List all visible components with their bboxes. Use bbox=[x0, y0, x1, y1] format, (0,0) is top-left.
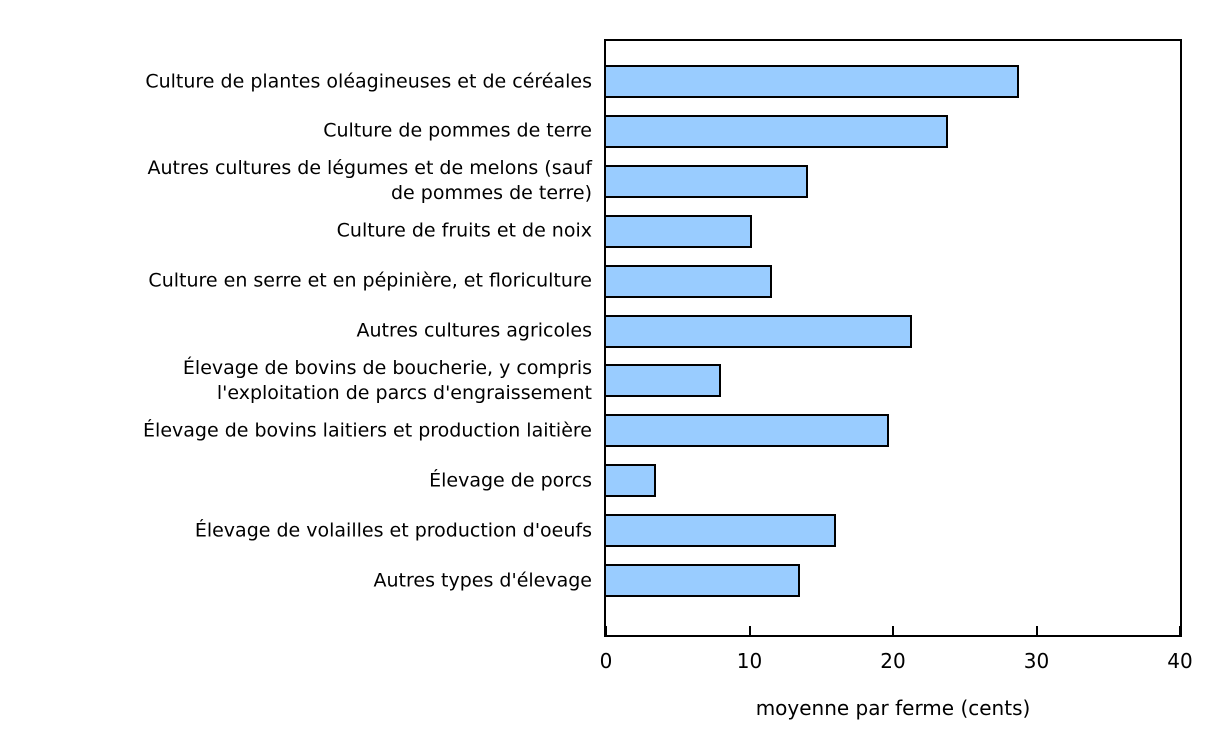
x-tick bbox=[748, 626, 751, 635]
bar bbox=[606, 164, 809, 198]
category-label: Culture de plantes oléagineuses et de cé… bbox=[145, 70, 592, 92]
x-tick-label: 30 bbox=[1023, 649, 1050, 673]
category-label: Élevage de bovins de boucherie, y compri… bbox=[182, 356, 592, 404]
bar bbox=[606, 414, 889, 448]
bar bbox=[606, 65, 1020, 98]
x-tick bbox=[892, 626, 894, 635]
bar bbox=[606, 364, 721, 398]
category-label: Autres types d'élevage bbox=[373, 569, 592, 591]
category-label: Culture de fruits et de noix bbox=[336, 219, 592, 242]
bar bbox=[606, 464, 657, 498]
x-tick bbox=[1179, 626, 1181, 635]
x-tick-label: 10 bbox=[736, 649, 763, 673]
category-label: Culture de pommes de terre bbox=[323, 119, 592, 142]
x-tick bbox=[1035, 626, 1038, 635]
bar bbox=[606, 514, 836, 548]
category-label: Élevage de porcs bbox=[429, 469, 592, 492]
category-label: Culture en serre et en pépinière, et flo… bbox=[148, 269, 592, 292]
plot-area bbox=[604, 39, 1182, 637]
category-label: Élevage de volailles et production d'oeu… bbox=[194, 519, 592, 542]
x-axis-title: moyenne par ferme (cents) bbox=[755, 696, 1031, 720]
bar bbox=[606, 564, 800, 597]
bar bbox=[606, 114, 948, 148]
category-label: Autres cultures de légumes et de melons … bbox=[147, 157, 592, 205]
bar bbox=[606, 314, 912, 348]
bar bbox=[606, 214, 753, 248]
category-label: Élevage de bovins laitiers et production… bbox=[143, 419, 592, 442]
bar bbox=[606, 264, 773, 298]
category-label: Autres cultures agricoles bbox=[356, 319, 592, 342]
x-tick-label: 40 bbox=[1167, 649, 1193, 673]
x-tick-label: 20 bbox=[880, 649, 906, 673]
x-tick bbox=[605, 626, 607, 635]
x-tick-label: 0 bbox=[599, 649, 613, 673]
